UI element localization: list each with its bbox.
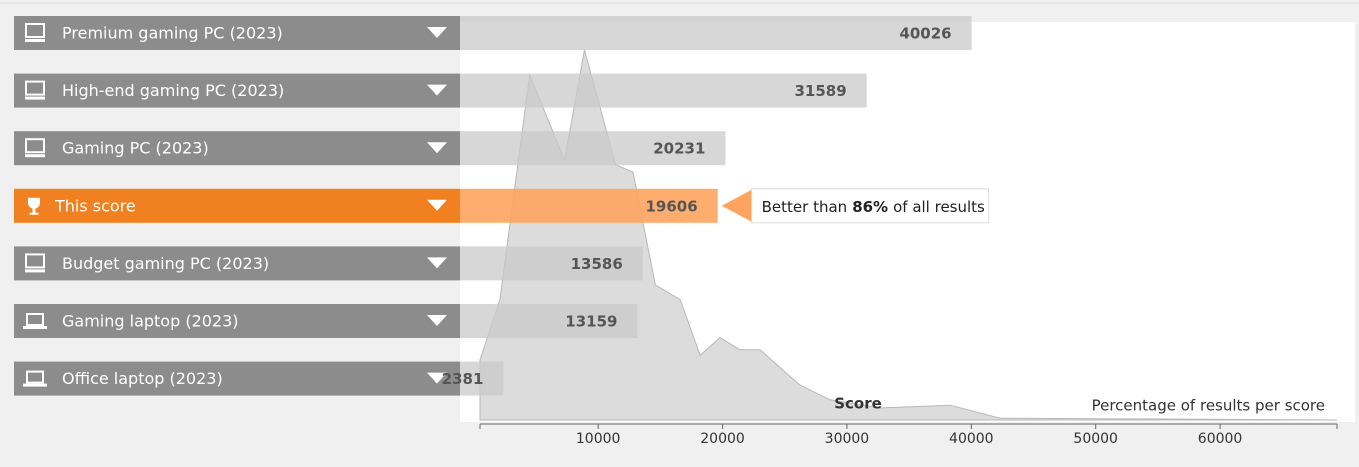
icon-desktop bbox=[25, 23, 45, 42]
callout-text: Better than 86% of all results bbox=[762, 197, 985, 215]
dropdown-arrow bbox=[427, 84, 447, 96]
x-tick-label: 50000 bbox=[1073, 431, 1118, 447]
x-tick-label: 40000 bbox=[949, 431, 994, 447]
value-label: 13586 bbox=[571, 255, 623, 273]
callout-part: Better than bbox=[762, 197, 848, 215]
category-label: High-end gaming PC (2023) bbox=[62, 81, 284, 100]
value-label: 31589 bbox=[795, 82, 847, 100]
bar bbox=[460, 131, 726, 166]
category-label-box bbox=[14, 361, 460, 396]
icon-part bbox=[28, 197, 40, 215]
bar bbox=[460, 16, 972, 50]
icon-trophy bbox=[28, 197, 40, 215]
callout-box bbox=[751, 188, 990, 224]
category-label-box bbox=[14, 246, 460, 281]
icon-desktop bbox=[25, 138, 45, 158]
dropdown-arrow bbox=[427, 27, 447, 38]
callout-part: 86% bbox=[852, 197, 888, 215]
value-label: 2381 bbox=[442, 370, 484, 388]
icon-part bbox=[25, 154, 45, 158]
x-tick-label: 20000 bbox=[700, 431, 745, 447]
dropdown-arrow bbox=[427, 142, 447, 154]
category-label: Premium gaming PC (2023) bbox=[62, 24, 283, 43]
category-label-box bbox=[14, 73, 460, 108]
icon-part bbox=[25, 23, 45, 38]
dropdown-arrow bbox=[427, 372, 447, 384]
icon-part bbox=[25, 269, 45, 273]
icon-laptop bbox=[23, 370, 47, 387]
icon-part bbox=[25, 80, 45, 96]
category-label-box bbox=[14, 304, 460, 338]
icon-part bbox=[23, 383, 47, 387]
bar bbox=[460, 188, 718, 223]
category-label: Budget gaming PC (2023) bbox=[62, 254, 269, 273]
bar bbox=[460, 73, 867, 108]
icon-laptop bbox=[23, 313, 47, 329]
dropdown-arrow bbox=[427, 199, 447, 211]
icon-desktop bbox=[25, 80, 45, 100]
callout-part: of all results bbox=[893, 197, 985, 215]
x-tick-label: 60000 bbox=[1198, 431, 1243, 447]
category-label: Office laptop (2023) bbox=[62, 369, 223, 388]
dropdown-arrow bbox=[427, 315, 447, 326]
value-label: 20231 bbox=[653, 140, 705, 158]
category-label-box bbox=[14, 16, 460, 50]
bar bbox=[460, 246, 643, 281]
icon-part bbox=[25, 138, 45, 154]
icon-part bbox=[25, 253, 45, 269]
category-label: This score bbox=[54, 196, 136, 215]
y-axis-label: Percentage of results per score bbox=[1092, 397, 1325, 415]
icon-part bbox=[26, 313, 44, 326]
x-tick-label: 30000 bbox=[825, 431, 870, 447]
icon-part bbox=[26, 370, 44, 384]
value-label: 13159 bbox=[565, 313, 617, 331]
callout-pointer bbox=[721, 189, 752, 222]
icon-part bbox=[25, 96, 45, 100]
x-axis-label: Score bbox=[834, 395, 882, 413]
bar bbox=[460, 361, 504, 396]
category-label-box bbox=[14, 188, 460, 223]
category-label: Gaming PC (2023) bbox=[62, 139, 209, 158]
bar bbox=[460, 304, 638, 338]
icon-part bbox=[23, 326, 47, 329]
category-label-box bbox=[14, 131, 460, 166]
value-label: 40026 bbox=[899, 25, 951, 43]
dropdown-arrow bbox=[427, 257, 447, 269]
x-tick-label: 10000 bbox=[576, 431, 621, 447]
bar-layer: Premium gaming PC (2023) 40026 High-end ga… bbox=[14, 16, 990, 396]
icon-desktop bbox=[25, 253, 45, 273]
icon-part bbox=[25, 39, 45, 42]
value-label: 19606 bbox=[645, 197, 697, 215]
category-label: Gaming laptop (2023) bbox=[62, 312, 239, 331]
